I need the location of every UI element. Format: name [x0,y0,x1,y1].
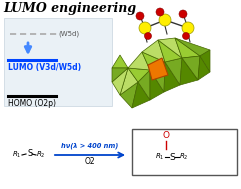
Text: LUMO engineering: LUMO engineering [3,2,136,15]
Bar [132,129,237,175]
Text: $R_2$: $R_2$ [36,150,46,160]
Polygon shape [150,62,165,92]
Bar [4,18,112,106]
Polygon shape [120,82,138,108]
Polygon shape [120,68,138,95]
Polygon shape [165,58,182,85]
Text: O: O [162,130,169,139]
Text: O2: O2 [85,157,95,167]
Polygon shape [150,70,164,100]
Circle shape [136,12,144,20]
Polygon shape [142,40,165,62]
Circle shape [139,22,151,34]
Text: (W5d): (W5d) [58,31,79,37]
Circle shape [145,33,152,40]
Circle shape [182,22,194,34]
Polygon shape [132,82,150,108]
Text: S: S [169,153,175,161]
Text: $R_2$: $R_2$ [179,152,188,162]
Polygon shape [148,58,168,80]
Polygon shape [182,56,200,80]
Text: S: S [27,149,32,159]
Polygon shape [142,52,165,70]
Text: $R_1$: $R_1$ [155,152,165,162]
Circle shape [159,14,171,26]
Polygon shape [175,38,210,56]
Polygon shape [175,38,200,58]
Polygon shape [158,38,182,58]
Polygon shape [112,68,128,95]
Polygon shape [112,55,128,68]
Circle shape [179,10,187,18]
Polygon shape [128,68,150,82]
Text: HOMO (O2p): HOMO (O2p) [8,99,56,108]
Polygon shape [180,58,198,85]
Polygon shape [200,50,210,72]
Polygon shape [198,56,210,80]
Text: $R_1$: $R_1$ [12,150,21,160]
Polygon shape [182,56,200,80]
Circle shape [182,33,189,40]
Polygon shape [112,68,128,82]
Polygon shape [158,40,182,62]
Polygon shape [138,70,150,100]
Polygon shape [164,62,180,92]
Polygon shape [128,52,150,70]
Text: LUMO (V3d/W5d): LUMO (V3d/W5d) [8,63,81,72]
Text: hν(λ > 400 nm): hν(λ > 400 nm) [61,143,119,149]
Circle shape [156,8,164,16]
